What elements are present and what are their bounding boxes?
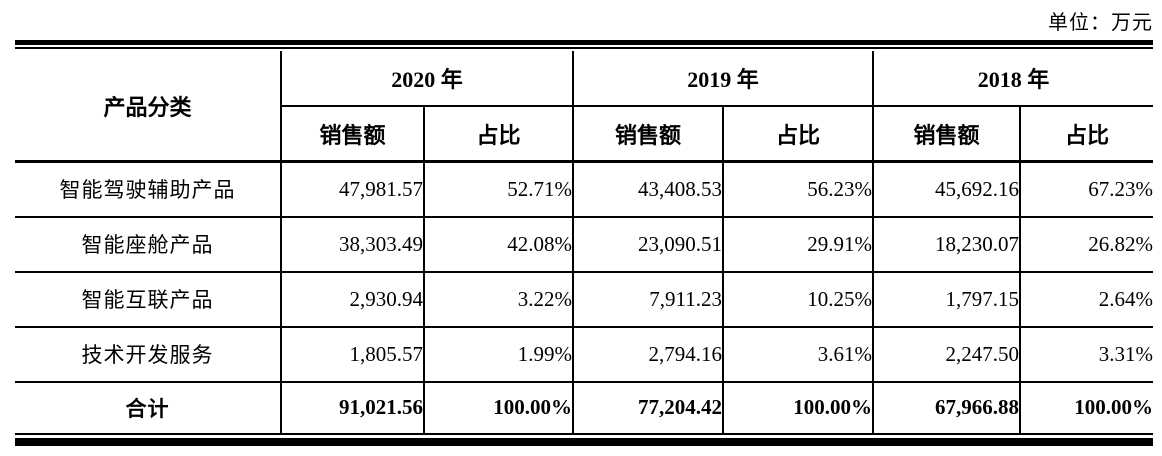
cell-total-sales-2019: 77,204.42	[572, 381, 724, 435]
cell-sales-2019: 2,794.16	[572, 326, 724, 383]
cell-sales-2019: 23,090.51	[572, 216, 724, 273]
col-header-sales-2020: 销售额	[280, 106, 424, 163]
table-body: 智能驾驶辅助产品 47,981.57 52.71% 43,408.53 56.2…	[15, 161, 1154, 435]
row-label: 智能互联产品	[15, 271, 281, 328]
table-row: 技术开发服务 1,805.57 1.99% 2,794.16 3.61% 2,2…	[15, 326, 1154, 383]
cell-share-2018: 26.82%	[1019, 216, 1154, 273]
cell-share-2020: 42.08%	[422, 216, 574, 273]
table-row: 智能座舱产品 38,303.49 42.08% 23,090.51 29.91%…	[15, 216, 1154, 273]
col-header-share-2019: 占比	[722, 106, 874, 163]
cell-share-2019: 29.91%	[722, 216, 874, 273]
col-header-sales-2019: 销售额	[572, 106, 724, 163]
row-label: 智能座舱产品	[15, 216, 281, 273]
cell-share-2018: 67.23%	[1019, 161, 1154, 218]
cell-total-sales-2020: 91,021.56	[280, 381, 424, 435]
cell-share-2019: 3.61%	[722, 326, 874, 383]
cell-share-2018: 3.31%	[1019, 326, 1154, 383]
table-row: 智能驾驶辅助产品 47,981.57 52.71% 43,408.53 56.2…	[15, 161, 1154, 218]
cell-sales-2020: 47,981.57	[280, 161, 424, 218]
col-header-year-2019: 2019 年	[572, 51, 874, 107]
col-header-product-category: 产品分类	[15, 51, 281, 163]
cell-sales-2019: 43,408.53	[572, 161, 724, 218]
table-top-double-rule	[15, 40, 1153, 49]
col-header-share-2020: 占比	[422, 106, 574, 163]
col-header-year-2018: 2018 年	[872, 51, 1154, 107]
sales-table-container: 产品分类 2020 年 2019 年 2018 年 销售额 占比 销售额 占比 …	[15, 40, 1154, 446]
cell-sales-2020: 2,930.94	[280, 271, 424, 328]
cell-share-2019: 10.25%	[722, 271, 874, 328]
header-sub-row: 销售额 占比 销售额 占比 销售额 占比	[15, 106, 1154, 163]
product-sales-table: 产品分类 2020 年 2019 年 2018 年 销售额 占比 销售额 占比 …	[15, 51, 1154, 435]
row-label: 智能驾驶辅助产品	[15, 161, 281, 218]
col-header-year-2020: 2020 年	[279, 51, 574, 107]
cell-share-2020: 3.22%	[422, 271, 574, 328]
cell-sales-2018: 2,247.50	[872, 326, 1021, 383]
cell-sales-2019: 7,911.23	[572, 271, 724, 328]
cell-total-share-2020: 100.00%	[422, 381, 574, 435]
row-label: 技术开发服务	[15, 326, 281, 383]
cell-sales-2020: 1,805.57	[280, 326, 424, 383]
cell-sales-2020: 38,303.49	[280, 216, 424, 273]
unit-label: 单位：万元	[1048, 12, 1153, 34]
header-year-row: 产品分类 2020 年 2019 年 2018 年	[15, 51, 1154, 163]
table-row: 智能互联产品 2,930.94 3.22% 7,911.23 10.25% 1,…	[15, 271, 1154, 328]
total-row-label: 合计	[15, 381, 281, 435]
cell-total-share-2018: 100.00%	[1019, 381, 1154, 435]
cell-sales-2018: 18,230.07	[872, 216, 1021, 273]
cell-share-2018: 2.64%	[1019, 271, 1154, 328]
cell-share-2020: 1.99%	[422, 326, 574, 383]
table-bottom-rule	[15, 437, 1153, 446]
cell-sales-2018: 45,692.16	[872, 161, 1021, 218]
cell-sales-2018: 1,797.15	[872, 271, 1021, 328]
table-header: 产品分类 2020 年 2019 年 2018 年 销售额 占比 销售额 占比 …	[15, 51, 1154, 163]
col-header-sales-2018: 销售额	[872, 106, 1021, 163]
col-header-share-2018: 占比	[1019, 106, 1154, 163]
cell-share-2020: 52.71%	[422, 161, 574, 218]
cell-total-share-2019: 100.00%	[722, 381, 874, 435]
table-total-row: 合计 91,021.56 100.00% 77,204.42 100.00% 6…	[15, 381, 1154, 435]
cell-total-sales-2018: 67,966.88	[872, 381, 1021, 435]
cell-share-2019: 56.23%	[722, 161, 874, 218]
